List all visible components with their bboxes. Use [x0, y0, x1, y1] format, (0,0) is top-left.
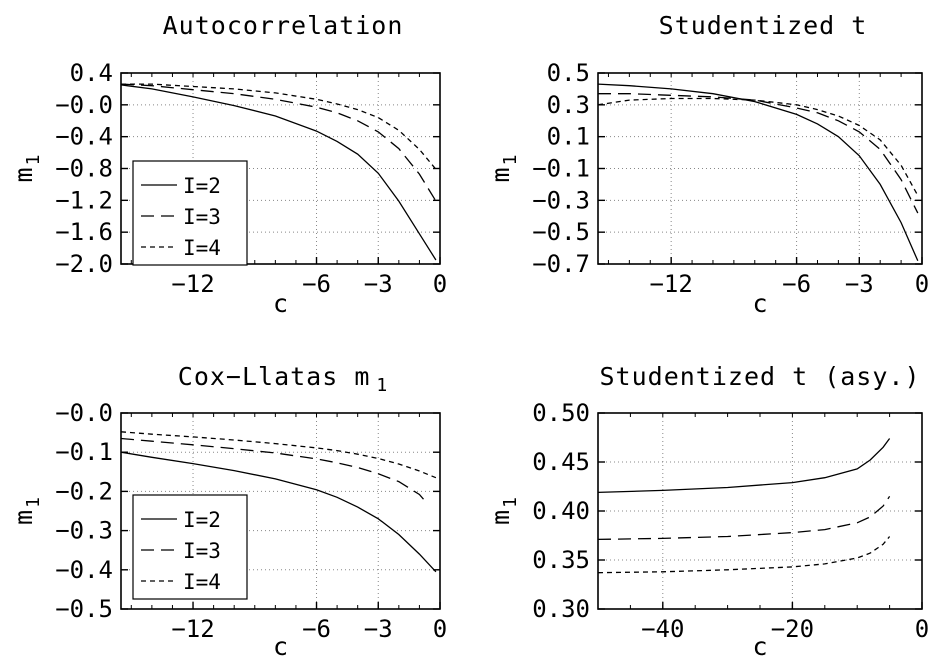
legend-label: I=4 [183, 570, 221, 594]
y-tick-label: −0.2 [55, 477, 113, 505]
legend-label: I=3 [183, 205, 221, 229]
y-tick-label: −0.4 [55, 556, 113, 584]
y-tick-label: −0.0 [55, 91, 113, 119]
y-tick-label: 0.50 [532, 399, 590, 427]
y-tick-label: −0.1 [532, 155, 590, 183]
series-line-I-3 [597, 495, 891, 541]
series-line-I-4 [597, 97, 919, 196]
y-tick-label: −0.7 [532, 250, 590, 278]
plot-frame [120, 412, 441, 610]
y-tick-label: −0.3 [532, 186, 590, 214]
legend-box [132, 160, 248, 266]
x-tick-label: −6 [782, 270, 811, 298]
legend-box [132, 494, 248, 600]
y-axis-label: m1 [9, 155, 44, 183]
x-axis-label: c [273, 632, 288, 661]
x-tick-label: −3 [364, 270, 393, 298]
y-axis-label: m1 [486, 155, 521, 183]
chart-title: Studentized t [659, 11, 868, 40]
y-tick-label: −1.6 [55, 218, 113, 246]
chart-title: Autocorrelation [163, 11, 404, 40]
y-tick-label: 0.45 [532, 448, 590, 476]
x-tick-label: −3 [364, 615, 393, 643]
legend: I=2 I=3 I=4 [132, 160, 248, 266]
y-tick-label: −0.4 [55, 123, 113, 151]
chart-title: Studentized t (asy.) [599, 362, 920, 391]
x-tick-label: −40 [641, 615, 684, 643]
y-tick-label: 0.1 [547, 123, 590, 151]
x-tick-label: −6 [302, 270, 331, 298]
chart-panel-2: Studentized t −12 −6 −3 0 0.5 0.3 0.1 −0.1 −0.3 −0… [486, 11, 929, 318]
x-tick-label: −12 [171, 270, 214, 298]
legend-label: I=2 [183, 508, 221, 532]
y-tick-label: 0.35 [532, 546, 590, 574]
x-axis-label: c [752, 289, 767, 318]
legend: I=2 I=3 I=4 [132, 494, 248, 600]
x-axis-label: c [273, 289, 288, 318]
series-line-I-2 [597, 83, 919, 262]
y-axis-label: m1 [9, 497, 44, 525]
y-tick-label: −0.1 [55, 438, 113, 466]
y-tick-label: 0.5 [547, 59, 590, 87]
series-line-I-3 [598, 93, 919, 214]
y-tick-label: −0.8 [55, 155, 113, 183]
chart-panel-4: Studentized t (asy.) −40 −20 0 0.50 0.45 0.40 0… [486, 362, 929, 661]
chart-panel-1: Autocorrelation −12 −6 −3 0 0.4 −0.0 −0.4 −0.8 −1… [9, 11, 447, 318]
y-tick-label: 0.40 [532, 497, 590, 525]
legend-label: I=2 [183, 174, 221, 198]
x-tick-label: 0 [433, 270, 447, 298]
x-axis-label: c [752, 632, 767, 661]
series-line-I-2 [120, 451, 437, 573]
series-line-I-4 [120, 431, 437, 479]
x-tick-label: 0 [915, 615, 929, 643]
x-tick-label: 0 [915, 270, 929, 298]
y-tick-label: −0.5 [55, 595, 113, 623]
y-tick-label: −0.5 [532, 218, 590, 246]
y-tick-label: −0.0 [55, 399, 113, 427]
series-line-I-2 [120, 84, 437, 261]
y-tick-label: −1.2 [55, 186, 113, 214]
x-tick-label: −20 [771, 615, 814, 643]
series-line-I-4 [121, 83, 437, 170]
x-tick-label: −6 [302, 615, 331, 643]
series-line-I-3 [120, 83, 437, 202]
y-tick-label: 0.4 [70, 59, 113, 87]
series-line-I-2 [597, 438, 891, 494]
x-tick-label: −12 [171, 615, 214, 643]
series-line-I-3 [120, 437, 424, 500]
x-tick-label: −3 [845, 270, 874, 298]
series-line-I-4 [597, 536, 891, 574]
y-tick-label: −2.0 [55, 250, 113, 278]
chart-panel-3: Cox−Llatas m 1 −12 −6 −3 0 −0.0 −0.1 −0.2 −0.3 −0.… [9, 362, 447, 661]
x-tick-label: −12 [649, 270, 692, 298]
y-tick-label: 0.30 [532, 595, 590, 623]
y-tick-label: 0.3 [547, 91, 590, 119]
legend-label: I=4 [183, 236, 221, 260]
y-axis-label: m1 [486, 497, 521, 525]
x-tick-label: 0 [433, 615, 447, 643]
y-tick-label: −0.3 [55, 517, 113, 545]
legend-label: I=3 [183, 539, 221, 563]
